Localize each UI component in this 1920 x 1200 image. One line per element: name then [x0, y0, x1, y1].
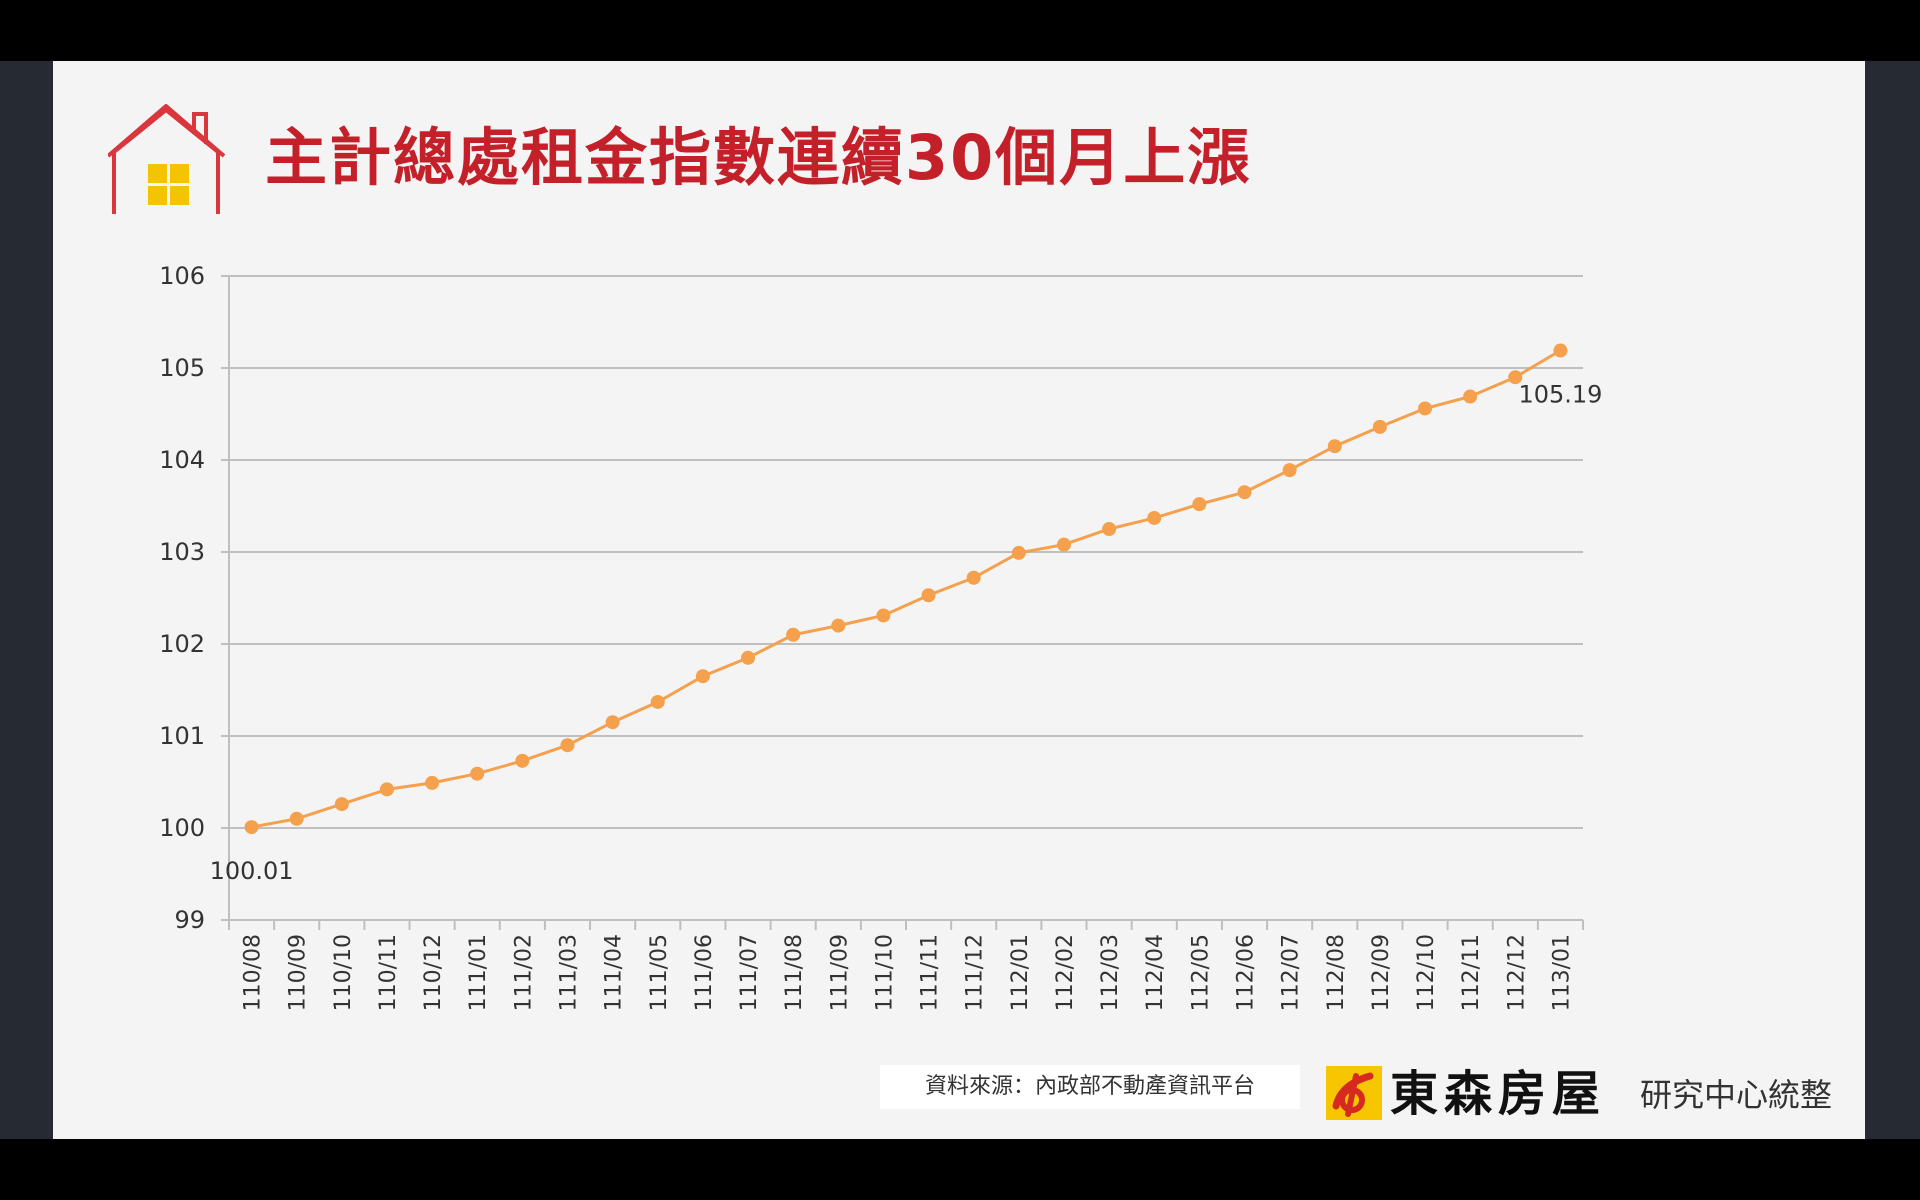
- data-labels: 100.01 105.19: [210, 381, 1603, 886]
- x-tick-label: 111/07: [737, 934, 762, 1011]
- x-tick-label: 112/04: [1143, 934, 1168, 1011]
- data-point: [1282, 463, 1297, 478]
- ettoday-realty-logo-icon: [1326, 1066, 1382, 1120]
- x-tick-label: 112/10: [1414, 934, 1439, 1011]
- x-tick-label: 112/11: [1459, 934, 1484, 1011]
- y-tick-label: 106: [159, 262, 205, 290]
- x-tick-label: 110/08: [241, 934, 266, 1011]
- data-point: [786, 627, 801, 642]
- x-tick-label: 111/02: [511, 934, 536, 1011]
- data-label: 105.19: [1518, 381, 1602, 409]
- data-point: [1147, 510, 1162, 525]
- chart-axes: [221, 275, 1584, 930]
- brand-name: 東森房屋: [1390, 1066, 1607, 1122]
- y-tick-label: 99: [174, 906, 205, 934]
- brand-suffix: 研究中心統整: [1640, 1076, 1833, 1114]
- x-tick-label: 111/12: [963, 934, 988, 1011]
- data-point: [1192, 497, 1207, 512]
- left-frame-bar: [0, 61, 53, 1139]
- data-point: [1418, 401, 1433, 416]
- x-tick-label: 111/03: [557, 934, 582, 1011]
- house-icon: [108, 104, 226, 214]
- x-tick-label: 112/03: [1098, 934, 1123, 1011]
- x-tick-labels: 110/08 110/09 110/10 110/11 110/12 111/01 111/…: [241, 934, 1575, 1011]
- data-point: [425, 775, 440, 790]
- data-point: [470, 766, 485, 781]
- chart-grid: [229, 275, 1583, 829]
- series-layer: [244, 343, 1568, 835]
- data-point: [379, 782, 394, 797]
- y-tick-label: 103: [159, 538, 205, 566]
- source-note: 資料來源：內政部不動產資訊平台: [880, 1065, 1300, 1109]
- x-tick-label: 112/12: [1504, 934, 1529, 1011]
- data-point: [1508, 370, 1523, 385]
- page-title: 主計總處租金指數連續30個月上漲: [265, 121, 1252, 194]
- x-tick-label: 111/05: [647, 934, 672, 1011]
- data-point: [334, 797, 349, 812]
- x-tick-label: 112/05: [1188, 934, 1213, 1011]
- data-point: [966, 570, 981, 585]
- data-point: [605, 715, 620, 730]
- series-line: [251, 349, 1562, 829]
- x-tick-label: 111/11: [918, 934, 943, 1011]
- x-tick-label: 111/01: [466, 934, 491, 1011]
- y-tick-label: 102: [159, 630, 205, 658]
- y-tick-labels: 99 100 101 102 103 104 105 106: [159, 262, 205, 934]
- x-tick-label: 110/11: [376, 934, 401, 1011]
- data-point: [1372, 419, 1387, 434]
- x-tick-label: 111/08: [782, 934, 807, 1011]
- x-tick-label: 111/09: [827, 934, 852, 1011]
- data-label: 100.01: [210, 857, 294, 885]
- x-tick-label: 111/04: [602, 934, 627, 1011]
- data-point: [876, 608, 891, 623]
- x-tick-label: 112/09: [1369, 934, 1394, 1011]
- y-tick-label: 104: [159, 446, 205, 474]
- x-tick-label: 112/07: [1279, 934, 1304, 1011]
- x-tick-label: 110/10: [331, 934, 356, 1011]
- data-point: [831, 618, 846, 633]
- x-tick-label: 112/01: [1008, 934, 1033, 1011]
- data-point: [741, 650, 756, 665]
- right-frame-bar: [1865, 61, 1920, 1139]
- data-point: [515, 753, 530, 768]
- x-tick-label: 111/10: [872, 934, 897, 1011]
- data-point: [1011, 545, 1026, 560]
- data-point: [1056, 537, 1071, 552]
- data-point: [1237, 485, 1252, 500]
- x-tick-label: 112/06: [1234, 934, 1259, 1011]
- data-point: [1102, 522, 1117, 536]
- data-point: [921, 588, 936, 603]
- x-tick-label: 113/01: [1549, 934, 1574, 1011]
- x-tick-label: 110/12: [421, 934, 446, 1011]
- y-tick-label: 100: [159, 814, 205, 842]
- x-tick-label: 110/09: [286, 934, 311, 1011]
- slide-panel: [53, 61, 1865, 1139]
- x-tick-label: 112/08: [1324, 934, 1349, 1011]
- data-point: [560, 738, 575, 753]
- data-point: [1327, 439, 1342, 454]
- data-point: [650, 694, 665, 709]
- data-point: [1463, 389, 1478, 404]
- x-tick-label: 111/06: [692, 934, 717, 1011]
- y-tick-label: 105: [159, 354, 205, 382]
- data-point: [695, 669, 710, 684]
- data-point: [1553, 343, 1568, 358]
- y-tick-label: 101: [159, 722, 205, 750]
- data-point: [289, 811, 304, 826]
- data-point: [244, 820, 259, 835]
- x-tick-label: 112/02: [1053, 934, 1078, 1011]
